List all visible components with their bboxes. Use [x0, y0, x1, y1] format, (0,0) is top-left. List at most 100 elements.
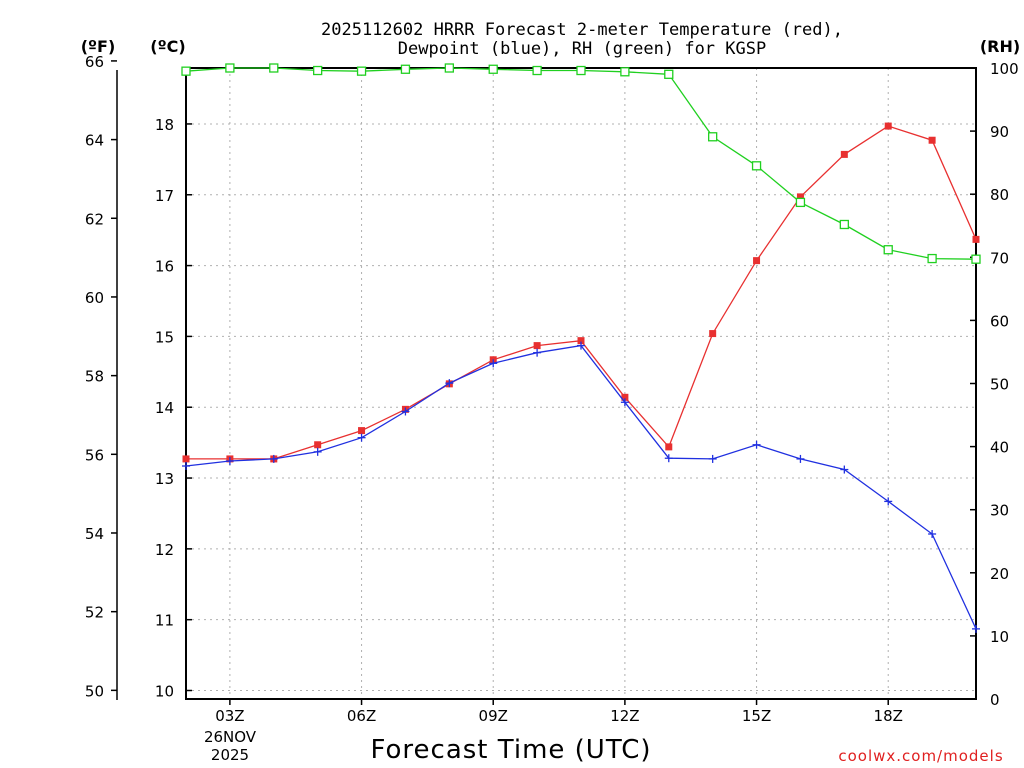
fahrenheit-tick-label: 50 — [85, 682, 104, 700]
rh-point — [620, 67, 630, 77]
rh-tick-label: 40 — [990, 439, 1009, 457]
celsius-axis-ticks: 10 11 12 13 14 15 16 17 18 — [155, 116, 192, 701]
temperature-point — [709, 330, 717, 338]
rh-tick-label: 100 — [990, 60, 1019, 78]
dewpoint-point — [972, 624, 980, 633]
dewpoint-line — [185, 344, 977, 630]
fahrenheit-tick-label: 58 — [85, 368, 104, 386]
dewpoint-point — [401, 407, 410, 416]
temperature-point — [182, 455, 190, 463]
rh-point — [444, 63, 454, 73]
rh-point — [400, 64, 411, 74]
fahrenheit-tick-label: 62 — [85, 210, 104, 228]
rh-tick-label: 80 — [990, 186, 1009, 204]
celsius-tick-label: 14 — [155, 399, 174, 417]
unit-label-fahrenheit: (ºF) — [81, 37, 116, 56]
chart-title-line-1: 2025112602 HRRR Forecast 2-meter Tempera… — [321, 20, 843, 40]
time-tick-label: 18Z — [874, 707, 903, 725]
dewpoint-point — [664, 454, 673, 463]
dewpoint-point — [884, 497, 893, 506]
dewpoint-point — [225, 457, 234, 466]
rh-line — [185, 67, 977, 260]
time-tick-label: 03Z — [215, 707, 244, 725]
rh-point — [664, 69, 674, 79]
chart-title-line-2: Dewpoint (blue), RH (green) for KGSP — [398, 39, 766, 59]
date-label-day: 26NOV — [204, 728, 257, 746]
temperature-point — [533, 342, 541, 350]
temperature-point — [314, 441, 322, 449]
dewpoint-point — [269, 454, 278, 463]
time-tick-label: 12Z — [610, 707, 639, 725]
rh-tick-label: 70 — [990, 249, 1009, 267]
fahrenheit-tick-label: 66 — [85, 53, 104, 71]
celsius-tick-label: 15 — [155, 328, 174, 346]
dewpoint-point — [708, 454, 717, 463]
rh-tick-label: 60 — [990, 312, 1009, 330]
rh-axis-ticks: 0 10 20 30 40 50 60 70 80 90 100 — [970, 60, 1019, 709]
time-tick-label: 15Z — [742, 707, 771, 725]
rh-tick-label: 90 — [990, 123, 1009, 141]
rh-point — [356, 66, 367, 76]
rh-point — [488, 64, 498, 74]
dewpoint-point — [445, 379, 454, 388]
rh-point — [971, 254, 981, 264]
rh-point — [313, 65, 323, 76]
dewpoint-point — [313, 447, 322, 456]
dewpoint-point — [752, 440, 761, 449]
celsius-tick-label: 18 — [155, 116, 174, 134]
unit-label-celsius: (ºC) — [150, 37, 185, 56]
dewpoint-point — [182, 462, 190, 471]
plot-frame — [185, 67, 977, 700]
rh-point — [795, 197, 806, 208]
rh-point — [269, 63, 279, 73]
temperature-point — [358, 427, 366, 435]
fahrenheit-tick-label: 64 — [85, 132, 104, 150]
temperature-point — [665, 443, 673, 451]
rh-tick-label: 30 — [990, 502, 1009, 520]
dewpoint-point — [928, 529, 937, 538]
celsius-tick-label: 13 — [155, 470, 174, 488]
time-tick-label: 06Z — [347, 707, 376, 725]
fahrenheit-tick-label: 56 — [85, 446, 104, 464]
temperature-line — [186, 125, 977, 460]
rh-point — [927, 253, 937, 264]
temperature-point — [577, 337, 585, 345]
celsius-tick-label: 17 — [155, 187, 174, 205]
date-label-year: 2025 — [211, 746, 249, 764]
rh-point — [576, 65, 586, 76]
rh-point — [532, 65, 542, 76]
fahrenheit-tick-label: 52 — [85, 604, 104, 622]
rh-point — [708, 132, 718, 142]
temperature-point — [796, 193, 804, 201]
fahrenheit-tick-label: 60 — [85, 289, 104, 307]
time-tick-label: 09Z — [479, 707, 508, 725]
temperature-point — [621, 393, 629, 401]
axes — [116, 67, 977, 700]
celsius-tick-label: 10 — [155, 683, 174, 701]
rh-point — [181, 66, 191, 76]
x-axis-label: Forecast Time (UTC) — [370, 735, 651, 765]
fahrenheit-tick-label: 54 — [85, 525, 104, 543]
data-series — [181, 63, 981, 633]
temperature-point — [840, 150, 848, 158]
dewpoint-point — [533, 348, 542, 357]
dewpoint-point — [357, 433, 366, 442]
credit-text: coolwx.com/models — [838, 747, 1003, 765]
rh-tick-label: 0 — [990, 691, 1000, 709]
rh-point — [225, 63, 235, 73]
dewpoint-point — [577, 341, 585, 350]
celsius-tick-label: 11 — [155, 612, 174, 630]
dewpoint-point — [796, 454, 805, 463]
grid-lines — [186, 68, 976, 699]
fahrenheit-axis-ticks: 50 52 54 56 58 60 62 64 66 — [85, 53, 117, 700]
temperature-point — [972, 235, 980, 243]
dewpoint-point — [620, 398, 629, 407]
celsius-tick-label: 12 — [155, 541, 174, 559]
dewpoint-point — [489, 359, 498, 368]
rh-tick-label: 10 — [990, 628, 1009, 646]
rh-point — [839, 219, 849, 230]
rh-tick-label: 50 — [990, 376, 1009, 394]
rh-tick-label: 20 — [990, 565, 1009, 583]
temperature-point — [753, 257, 761, 265]
